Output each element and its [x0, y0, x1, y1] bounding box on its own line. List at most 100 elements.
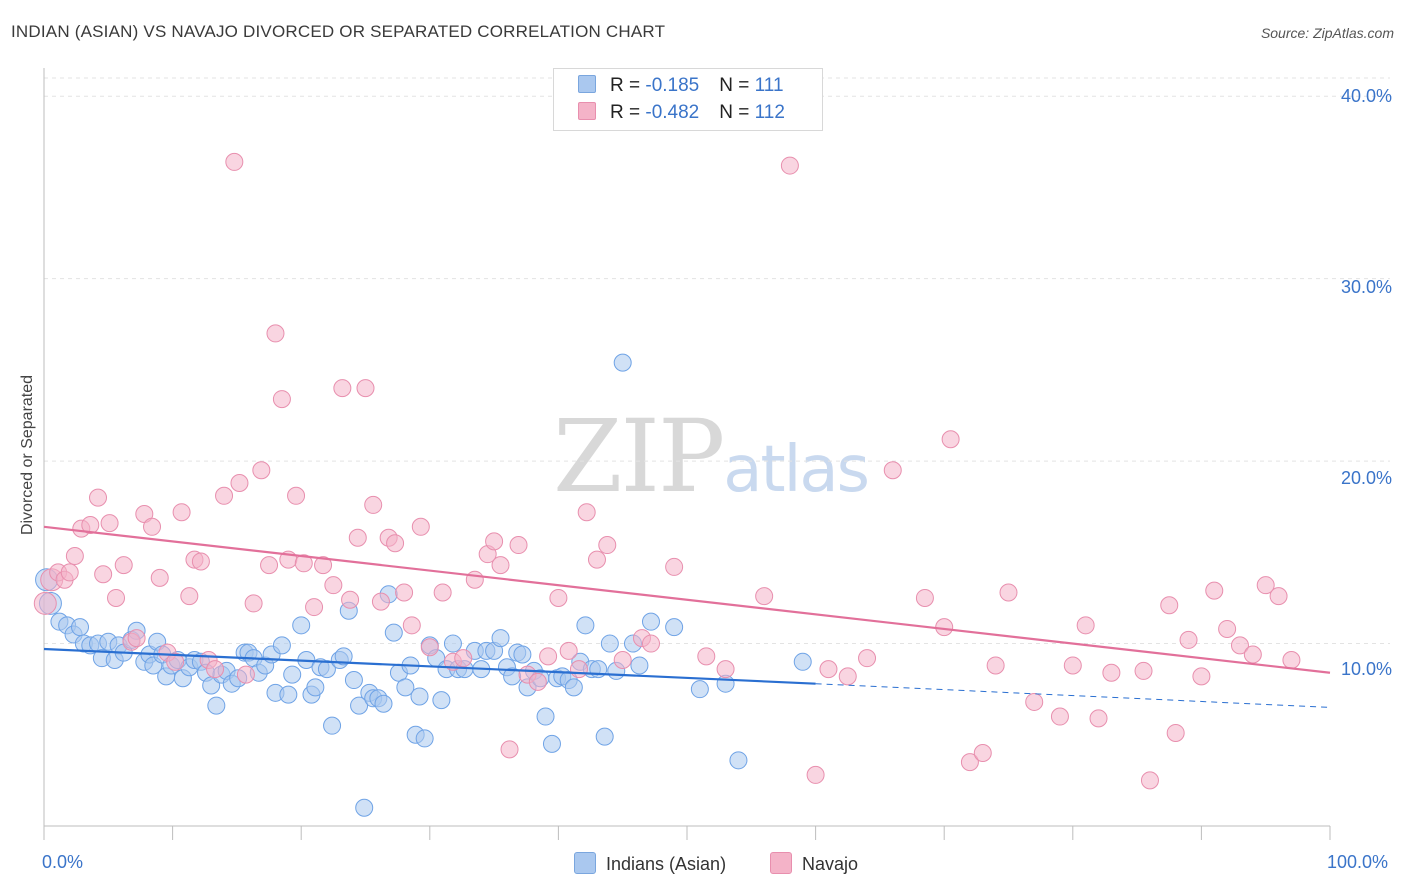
- data-point: [341, 590, 360, 609]
- data-point: [272, 390, 291, 409]
- data-point: [559, 641, 578, 660]
- data-point: [384, 623, 403, 642]
- data-point: [999, 583, 1018, 602]
- legend-r-label: R =: [610, 75, 646, 96]
- data-point: [1025, 692, 1044, 711]
- y-axis-label: Divorced or Separated: [19, 374, 36, 536]
- data-point: [564, 678, 583, 697]
- data-point: [729, 751, 748, 770]
- legend-r-label: R =: [610, 102, 646, 123]
- data-point: [465, 570, 484, 589]
- data-point: [252, 461, 271, 480]
- data-point: [283, 665, 302, 684]
- data-point: [960, 753, 979, 772]
- data-point: [272, 636, 291, 655]
- data-point: [576, 616, 595, 635]
- data-point: [454, 649, 473, 668]
- data-point: [207, 696, 226, 715]
- bottom-legend-indians: Indians (Asian): [574, 852, 726, 875]
- data-point: [180, 587, 199, 606]
- data-point: [1179, 630, 1198, 649]
- data-point: [348, 528, 367, 547]
- data-point: [314, 556, 333, 575]
- data-point: [206, 660, 225, 679]
- data-point: [344, 671, 363, 690]
- data-point: [587, 550, 606, 569]
- trend-line-indians-asian: [43, 647, 816, 685]
- data-point: [1282, 650, 1301, 669]
- data-point: [374, 694, 393, 713]
- data-point: [166, 652, 185, 671]
- y-tick-label-40: 40.0%: [1340, 86, 1392, 106]
- data-point: [127, 629, 146, 648]
- data-point: [191, 552, 210, 571]
- legend-row-indians: R = -0.185 N = 111: [578, 75, 784, 99]
- source-label: Source: ZipAtlas.com: [1260, 25, 1394, 41]
- data-point: [509, 536, 528, 555]
- data-point: [630, 656, 649, 675]
- data-point: [536, 707, 555, 726]
- data-point: [806, 765, 825, 784]
- legend-n-label: N =: [719, 102, 755, 123]
- watermark-zip: ZIP: [553, 398, 725, 515]
- data-point: [1218, 619, 1237, 638]
- data-point: [1205, 581, 1224, 600]
- x-tick-label-max: 100.0%: [1327, 852, 1389, 872]
- data-point: [94, 565, 113, 584]
- data-point: [60, 563, 79, 582]
- data-point: [513, 645, 532, 664]
- data-point: [33, 591, 57, 615]
- data-point: [356, 379, 375, 398]
- data-point: [215, 486, 234, 505]
- data-point: [395, 583, 414, 602]
- data-point: [402, 616, 421, 635]
- data-point: [71, 618, 90, 637]
- data-point: [598, 536, 617, 555]
- legend: R = -0.185 N = 111 R = -0.482 N = 112: [553, 68, 823, 131]
- data-point: [665, 557, 684, 576]
- data-point: [279, 685, 298, 704]
- data-point: [883, 461, 902, 480]
- data-point: [355, 798, 374, 817]
- data-point: [443, 634, 462, 653]
- data-point: [1076, 616, 1095, 635]
- data-point: [838, 667, 857, 686]
- data-point: [334, 647, 353, 666]
- data-point: [577, 503, 596, 522]
- data-point: [260, 556, 279, 575]
- data-point: [665, 618, 684, 637]
- legend-n-value: 112: [754, 102, 785, 123]
- data-point: [542, 734, 561, 753]
- data-point: [386, 534, 405, 553]
- data-point: [371, 592, 390, 611]
- data-point: [266, 324, 285, 343]
- data-point: [1230, 636, 1249, 655]
- data-point: [491, 629, 510, 648]
- watermark-atlas: atlas: [723, 433, 870, 507]
- data-point: [528, 672, 547, 691]
- watermark: ZIPatlas: [553, 398, 870, 515]
- data-point: [244, 594, 263, 613]
- data-point: [641, 634, 660, 653]
- data-point: [225, 152, 244, 171]
- legend-r-value: -0.482: [645, 102, 700, 123]
- data-point: [1243, 645, 1262, 664]
- data-point: [1050, 707, 1069, 726]
- data-point: [410, 687, 429, 706]
- data-point: [333, 379, 352, 398]
- legend-swatch-indians: [578, 75, 596, 93]
- y-tick-label-30: 30.0%: [1340, 277, 1392, 297]
- bottom-legend-swatch-indians: [574, 852, 596, 874]
- data-point: [411, 517, 430, 536]
- trend-line-navajo: [43, 525, 1331, 674]
- chart-title: INDIAN (ASIAN) VS NAVAJO DIVORCED OR SEP…: [11, 22, 666, 41]
- data-point: [396, 678, 415, 697]
- data-point: [1166, 723, 1185, 742]
- legend-n-value: 111: [754, 75, 784, 96]
- data-point: [1063, 656, 1082, 675]
- data-point: [107, 588, 126, 607]
- data-point: [915, 588, 934, 607]
- data-point: [595, 727, 614, 746]
- data-point: [305, 598, 324, 617]
